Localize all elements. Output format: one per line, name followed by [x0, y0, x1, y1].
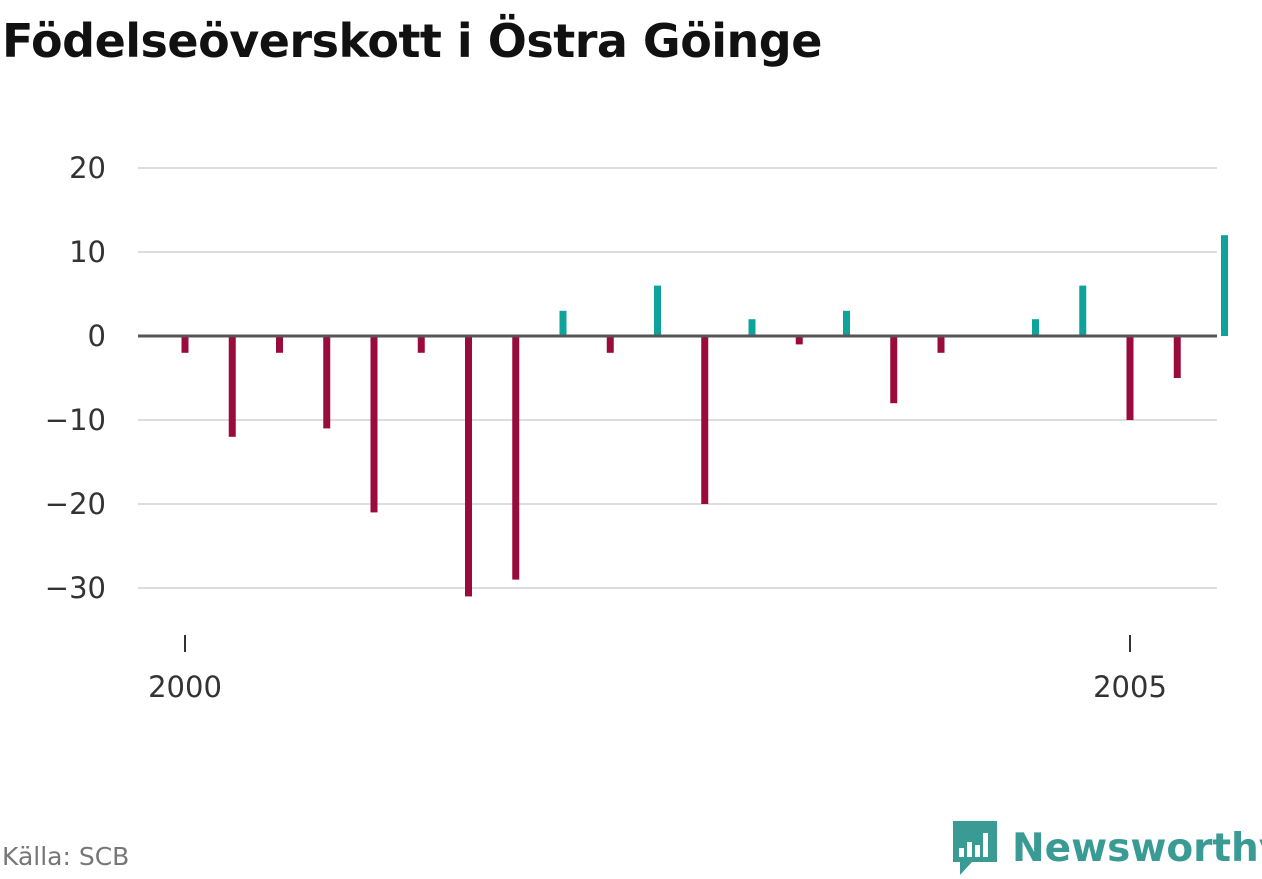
newsworthy-logo-icon	[953, 821, 997, 875]
bar	[654, 285, 661, 336]
y-tick-label: −30	[45, 571, 106, 605]
bar	[748, 319, 756, 336]
bar	[1032, 319, 1039, 336]
bar	[606, 336, 614, 353]
bar	[843, 310, 850, 336]
y-tick-label: −10	[45, 403, 106, 437]
bar	[937, 336, 945, 353]
bar	[370, 336, 378, 513]
bar	[465, 336, 472, 597]
x-axis: 200020052010201520202025	[148, 635, 1167, 704]
y-tick-labels: 20 10 0 −10 −20 −30	[45, 151, 106, 605]
x-tick-label: 2000	[148, 670, 222, 704]
bar	[228, 336, 236, 437]
brand-logo[interactable]: Newsworthy	[950, 818, 1262, 878]
grid-lines	[138, 167, 1217, 589]
bar	[1221, 235, 1228, 336]
x-tick-label: 2005	[1093, 670, 1167, 704]
bar	[512, 336, 520, 580]
bar	[323, 336, 331, 429]
bar	[1173, 336, 1181, 378]
bars	[181, 235, 1228, 597]
y-tick-label: 10	[69, 235, 106, 269]
bar	[181, 336, 189, 353]
y-tick-label: −20	[45, 487, 106, 521]
bar	[559, 310, 567, 336]
brand-name: Newsworthy	[1012, 825, 1262, 871]
bar	[276, 336, 283, 353]
source-label: Källa: SCB	[2, 842, 130, 871]
bar	[795, 336, 803, 345]
bar	[701, 336, 709, 504]
bar	[1079, 285, 1087, 336]
chart-title: Födelseöverskott i Östra Göinge	[2, 14, 822, 68]
y-tick-label: 0	[88, 319, 106, 353]
bar	[417, 336, 425, 353]
bar	[1126, 336, 1134, 420]
y-tick-label: 20	[69, 151, 106, 185]
bar	[890, 336, 898, 404]
